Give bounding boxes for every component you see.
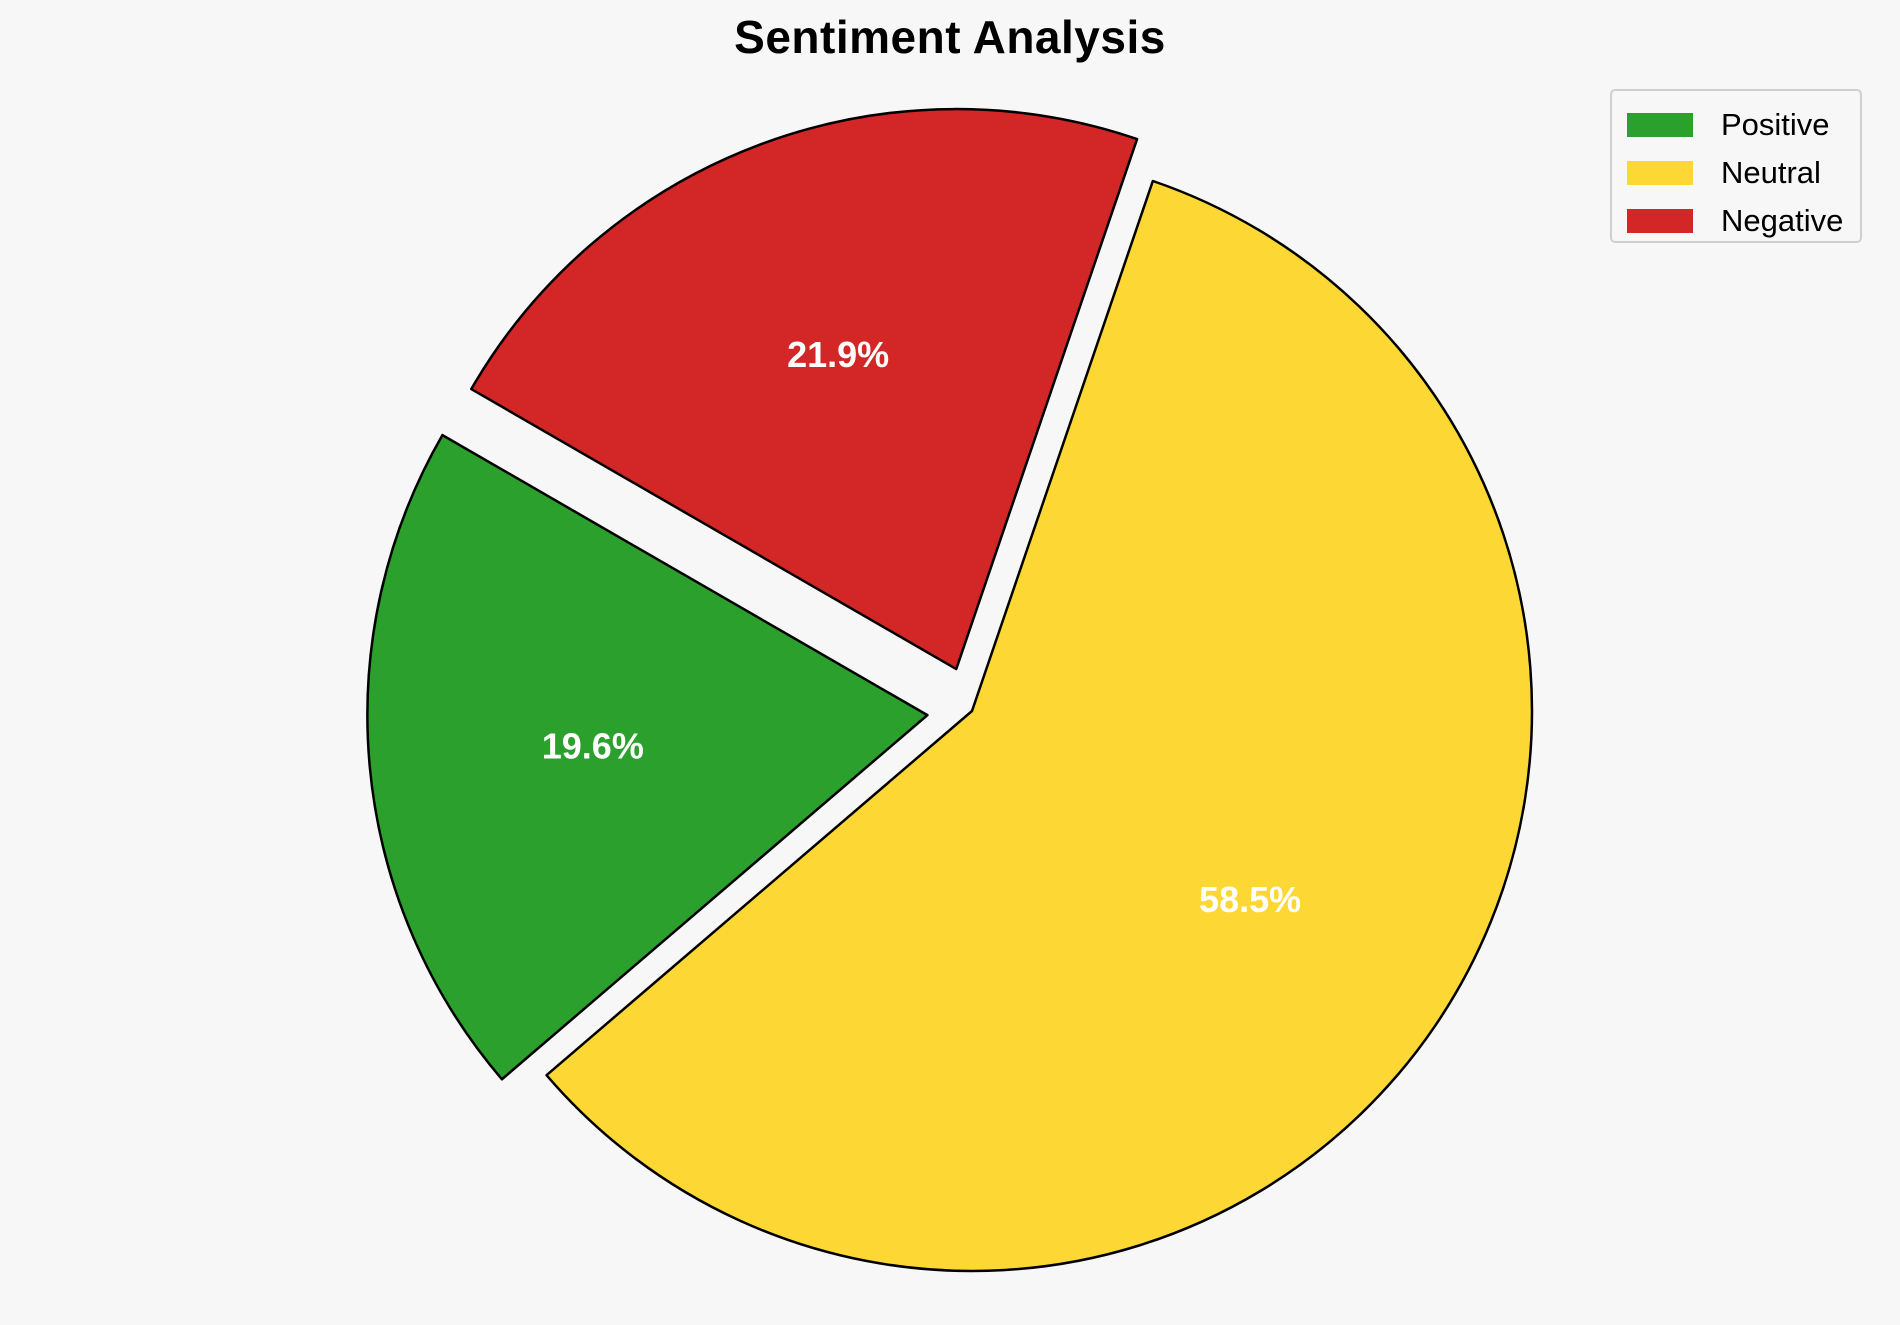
legend-item-negative: Negative <box>1612 197 1860 245</box>
legend-label-neutral: Neutral <box>1721 155 1821 190</box>
legend: Positive Neutral Negative <box>1610 89 1862 243</box>
slice-label-neutral: 58.5% <box>1199 879 1301 920</box>
legend-label-positive: Positive <box>1721 107 1830 142</box>
legend-item-neutral: Neutral <box>1612 149 1860 197</box>
chart-title: Sentiment Analysis <box>734 11 1166 63</box>
legend-label-negative: Negative <box>1721 203 1844 238</box>
pie-slice-neutral <box>545 179 1534 1273</box>
slice-label-negative: 21.9% <box>787 334 889 375</box>
legend-swatch-positive <box>1627 113 1693 137</box>
pie-slice-positive <box>366 433 929 1081</box>
legend-item-positive: Positive <box>1612 101 1860 149</box>
legend-swatch-negative <box>1627 209 1693 233</box>
pie-slice-negative <box>470 107 1139 671</box>
legend-swatch-neutral <box>1627 161 1693 185</box>
slice-label-positive: 19.6% <box>542 726 644 767</box>
